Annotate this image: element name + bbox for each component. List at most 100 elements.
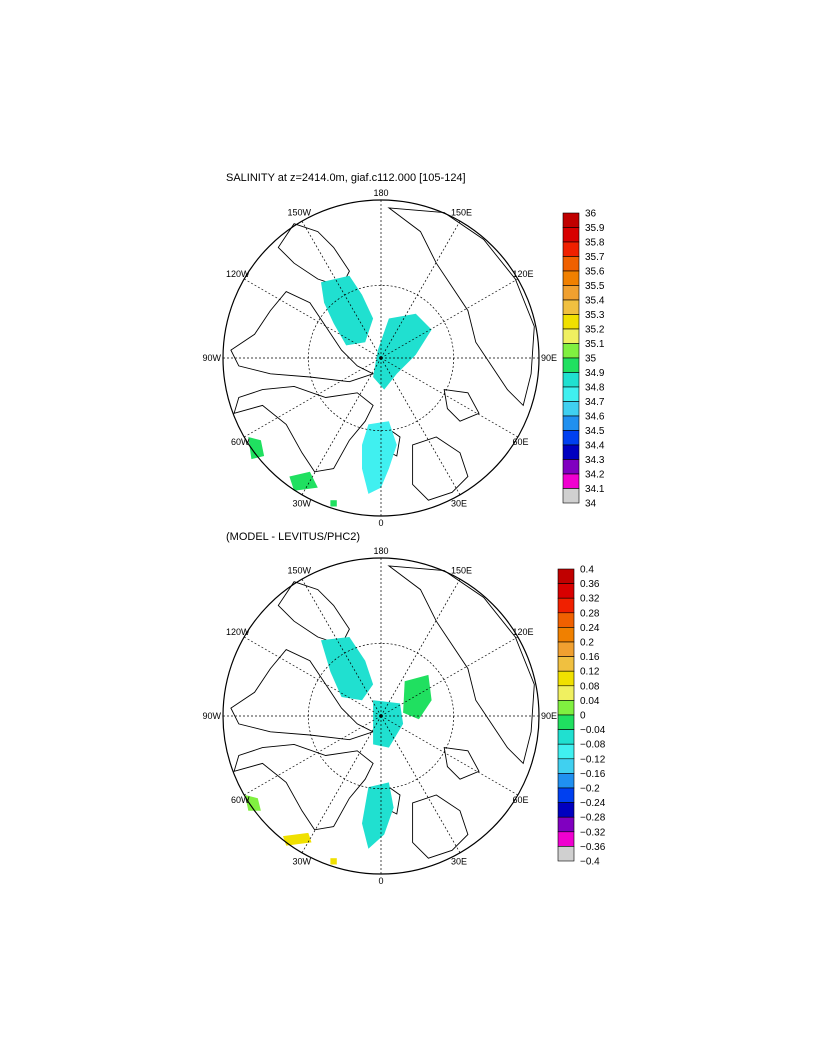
colorbar-box-17 bbox=[557, 816, 575, 833]
data-region-3 bbox=[362, 782, 394, 849]
longitude-label-150E: 150E bbox=[451, 566, 472, 576]
colorbar-label-1: 35.9 bbox=[585, 223, 605, 234]
data-region-2 bbox=[362, 421, 397, 494]
map-boundary bbox=[222, 557, 540, 875]
longitude-label-30W: 30W bbox=[292, 499, 311, 509]
longitude-label-90E: 90E bbox=[541, 353, 557, 363]
colorbar-box-15 bbox=[562, 430, 580, 446]
colorbar-box-12 bbox=[562, 386, 580, 402]
data-region-2 bbox=[373, 700, 404, 748]
colorbar-label-0: 0.4 bbox=[580, 565, 594, 576]
land-outline-3 bbox=[387, 565, 535, 765]
land-outline-4 bbox=[412, 794, 469, 859]
longitude-label-120W: 120W bbox=[226, 269, 250, 279]
colorbar-box-16 bbox=[557, 802, 575, 818]
colorbar-box-7 bbox=[562, 314, 580, 330]
longitude-label-60W: 60W bbox=[231, 795, 250, 805]
latitude-circle bbox=[307, 284, 455, 432]
colorbar-label-19: −0.36 bbox=[580, 842, 606, 853]
colorbar-box-16 bbox=[562, 444, 580, 460]
colorbar-box-13 bbox=[562, 401, 580, 417]
colorbar-box-10 bbox=[557, 714, 575, 730]
colorbar-label-15: −0.2 bbox=[580, 784, 600, 795]
meridian-8 bbox=[243, 357, 382, 438]
colorbar-label-10: 35 bbox=[585, 354, 597, 365]
colorbar-label-4: 0.24 bbox=[580, 623, 600, 634]
panel-1-title: SALINITY at z=2414.0m, giaf.c112.000 [10… bbox=[226, 172, 466, 184]
land-outline-3 bbox=[387, 207, 535, 407]
colorbar-label-4: 35.6 bbox=[585, 267, 605, 278]
longitude-label-120E: 120E bbox=[513, 627, 534, 637]
colorbar-label-2: 0.32 bbox=[580, 594, 600, 605]
colorbar-label-17: 34.3 bbox=[585, 455, 605, 466]
latitude-circle bbox=[307, 642, 455, 790]
data-region-0 bbox=[321, 275, 374, 346]
data-region-1 bbox=[373, 313, 432, 390]
land-outline-4 bbox=[412, 436, 469, 501]
colorbar-box-17 bbox=[562, 459, 580, 475]
colorbar-box-6 bbox=[557, 656, 575, 672]
colorbar-box-2 bbox=[562, 241, 580, 257]
colorbar-label-6: 0.16 bbox=[580, 652, 600, 663]
colorbar-box-18 bbox=[562, 473, 580, 489]
land-outline-6 bbox=[443, 389, 480, 422]
colorbar-label-7: 0.12 bbox=[580, 667, 600, 678]
colorbar-box-15 bbox=[557, 787, 575, 803]
data-region-5 bbox=[283, 832, 312, 846]
colorbar-label-0: 36 bbox=[585, 209, 597, 220]
colorbar-label-12: −0.08 bbox=[580, 740, 606, 751]
map-boundary bbox=[222, 199, 540, 517]
colorbar-box-14 bbox=[557, 773, 575, 789]
colorbar-label-11: −0.04 bbox=[580, 725, 606, 736]
colorbar-label-17: −0.28 bbox=[580, 813, 606, 824]
colorbar-box-13 bbox=[557, 758, 575, 774]
colorbar-label-15: 34.5 bbox=[585, 426, 605, 437]
longitude-label-60E: 60E bbox=[513, 795, 529, 805]
data-region-0 bbox=[321, 637, 374, 701]
colorbar-label-13: 34.7 bbox=[585, 397, 605, 408]
colorbar-label-5: 0.2 bbox=[580, 638, 594, 649]
colorbar-box-1 bbox=[562, 227, 580, 243]
colorbar-label-13: −0.12 bbox=[580, 754, 606, 765]
land-outline-1 bbox=[230, 649, 375, 741]
colorbar-box-4 bbox=[557, 627, 575, 643]
data-region-5 bbox=[330, 500, 337, 507]
panel-2-map: 180 150E 120E 90E 60E 30E 0 30W 60W 90W 120W 150W 0.… bbox=[202, 546, 605, 886]
colorbar-label-2: 35.8 bbox=[585, 238, 605, 249]
colorbar-label-20: 34 bbox=[585, 499, 597, 510]
colorbar-label-18: 34.2 bbox=[585, 470, 605, 481]
longitude-label-0: 0 bbox=[378, 518, 383, 528]
data-region-4 bbox=[289, 471, 318, 491]
colorbar-box-12 bbox=[557, 743, 575, 760]
colorbar-label-7: 35.3 bbox=[585, 310, 605, 321]
land-outline-0 bbox=[233, 385, 374, 473]
colorbar-label-14: −0.16 bbox=[580, 769, 606, 780]
colorbar-box-8 bbox=[562, 328, 580, 344]
colorbar-label-10: 0 bbox=[580, 711, 586, 722]
data-region-4 bbox=[245, 795, 261, 811]
colorbar-label-5: 35.5 bbox=[585, 281, 605, 292]
colorbar-box-1 bbox=[557, 583, 575, 599]
colorbar-box-10 bbox=[562, 357, 580, 373]
colorbar-box-4 bbox=[562, 270, 580, 286]
longitude-label-60E: 60E bbox=[513, 437, 529, 447]
colorbar-box-11 bbox=[562, 372, 580, 388]
longitude-label-150W: 150W bbox=[287, 566, 311, 576]
colorbar-box-3 bbox=[562, 256, 580, 272]
colorbar-box-5 bbox=[557, 641, 575, 657]
colorbar-box-0 bbox=[562, 212, 580, 228]
colorbar-label-16: 34.4 bbox=[585, 441, 605, 452]
longitude-label-180: 180 bbox=[373, 546, 388, 556]
longitude-label-120E: 120E bbox=[513, 269, 534, 279]
colorbar-label-3: 0.28 bbox=[580, 608, 600, 619]
colorbar-label-9: 0.04 bbox=[580, 696, 600, 707]
colorbar-box-7 bbox=[557, 670, 575, 687]
longitude-label-60W: 60W bbox=[231, 437, 250, 447]
colorbar-box-19 bbox=[562, 488, 580, 504]
colorbar-box-9 bbox=[562, 343, 580, 359]
longitude-label-120W: 120W bbox=[226, 627, 250, 637]
colorbar-box-3 bbox=[557, 612, 575, 628]
longitude-label-90E: 90E bbox=[541, 711, 557, 721]
meridian-8 bbox=[243, 715, 382, 796]
